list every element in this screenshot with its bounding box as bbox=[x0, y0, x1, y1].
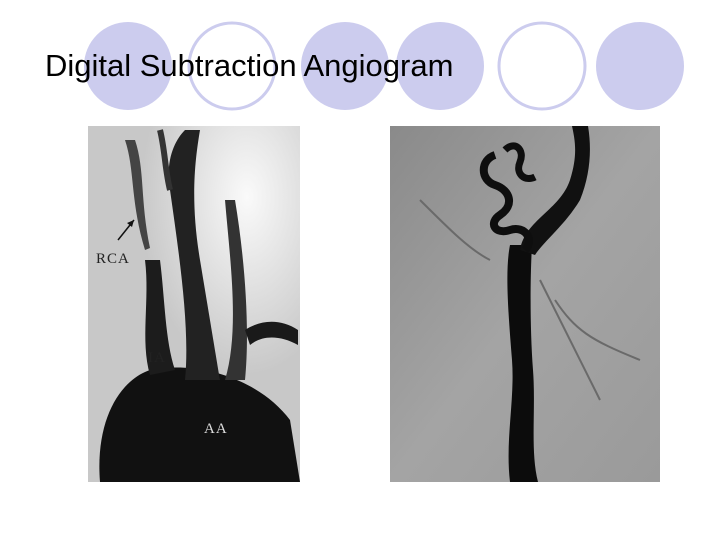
label-aa: AA bbox=[204, 421, 228, 437]
angiogram-left bbox=[88, 126, 301, 482]
label-ia: IA bbox=[148, 350, 166, 366]
angiogram-right bbox=[390, 126, 660, 482]
label-rca: RCA bbox=[96, 251, 130, 267]
decorative-circles bbox=[84, 21, 684, 111]
slide-title: Digital Subtraction Angiogram bbox=[45, 48, 454, 83]
